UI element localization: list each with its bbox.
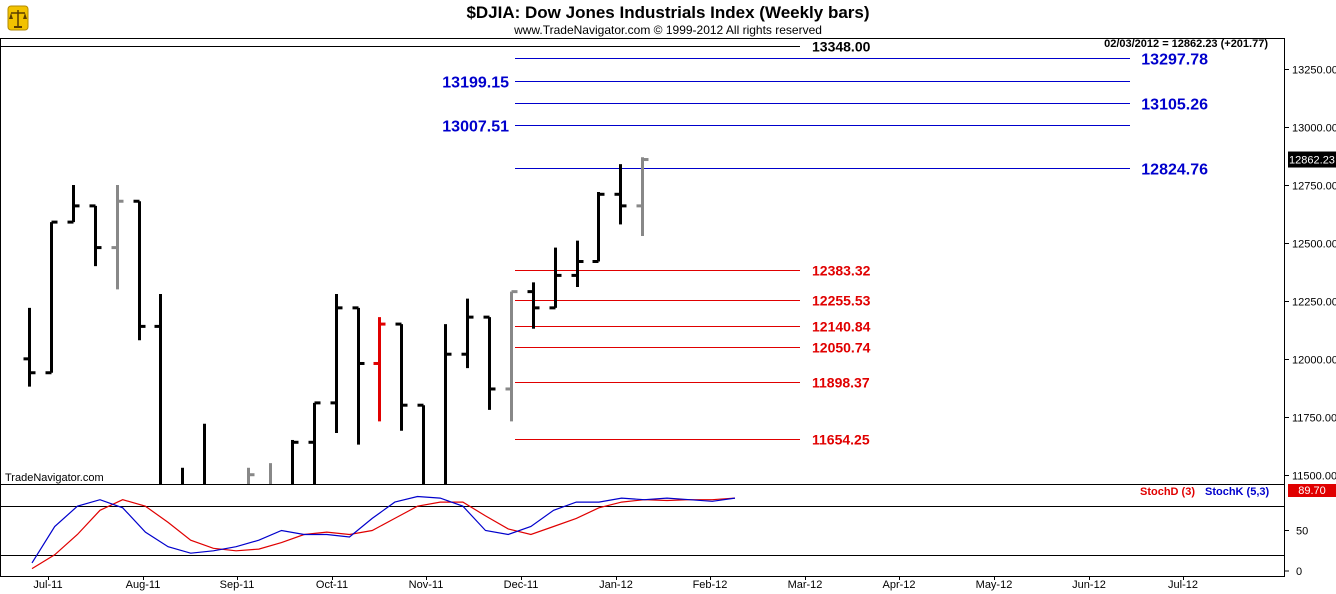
ohlc-bar (483, 315, 496, 410)
ohlc-bar (614, 164, 627, 225)
x-tick-label: Jul-11 (33, 579, 62, 591)
ohlc-bar (571, 240, 584, 287)
x-tick-label: Jan-12 (599, 579, 633, 591)
level-label: 13199.15 (442, 75, 509, 92)
ohlc-bar (291, 439, 299, 484)
x-tick-label: May-12 (976, 579, 1013, 591)
stoch-series-line (31, 495, 736, 564)
x-tick-label: Nov-11 (409, 579, 444, 591)
level-label: 13297.78 (1141, 52, 1208, 69)
ohlc-bar (417, 403, 425, 484)
current-price-label: 12862.23 (1289, 155, 1335, 167)
level-label: 12383.32 (812, 263, 871, 279)
ohlc-bar (111, 185, 124, 290)
x-tick-label: Feb-12 (693, 579, 728, 591)
ohlc-bar (444, 324, 452, 484)
ohlc-bar (133, 199, 146, 341)
ohlc-bar (505, 290, 518, 422)
stoch-tick-label: 0 (1296, 566, 1302, 578)
y-tick-label: 13250.00 (1292, 65, 1336, 77)
stoch-value-label: 89.70 (1298, 485, 1326, 497)
watermark: TradeNavigator.com (5, 472, 104, 484)
level-label: 12140.84 (812, 319, 871, 335)
ohlc-bar (330, 293, 343, 434)
level-label: 11654.25 (812, 432, 870, 448)
chart-subtitle: www.TradeNavigator.com © 1999-2012 All r… (513, 23, 822, 37)
level-label: 11898.37 (812, 375, 870, 391)
x-tick-label: Oct-11 (316, 579, 348, 591)
logo (7, 5, 29, 31)
ohlc-bar (373, 317, 386, 422)
ohlc-bar (154, 293, 162, 484)
level-label: 13007.51 (442, 119, 509, 136)
ohlc-bar (352, 306, 365, 445)
ohlc-bar (67, 185, 80, 224)
ohlc-bar (23, 307, 36, 387)
level-label: 12050.74 (812, 340, 871, 356)
y-tick-label: 12250.00 (1292, 297, 1336, 309)
stoch-value-flag: 89.70 (1288, 484, 1336, 497)
ohlc-bar (636, 157, 649, 237)
ohlc-bar (247, 467, 255, 484)
level-label: 12824.76 (1141, 162, 1208, 179)
ohlc-bar (308, 401, 321, 484)
current-price-flag: 12862.23 (1288, 151, 1336, 168)
y-tick-label: 12500.00 (1292, 239, 1336, 251)
stochastic-panel: 0 50 (1, 495, 1308, 578)
x-tick-label: Sep-11 (220, 579, 255, 591)
price-y-axis: 11500.00 11750.00 12000.00 12250.00 12500.00… (1284, 65, 1336, 483)
chart-title: $DJIA: Dow Jones Industrials Index (Week… (466, 3, 869, 22)
x-tick-label: Jul-12 (1168, 579, 1198, 591)
y-tick-label: 11500.00 (1292, 471, 1336, 483)
price-panel-frame (0, 38, 1285, 485)
x-tick-label: Jun-12 (1072, 579, 1106, 591)
stoch-series-line (31, 497, 736, 570)
stochk-legend: StochK (5,3) (1205, 486, 1270, 498)
stoch-tick-label: 50 (1296, 526, 1308, 538)
level-label: 13105.26 (1141, 97, 1208, 114)
stoch-panel-frame (0, 484, 1285, 577)
y-tick-label: 12000.00 (1292, 355, 1336, 367)
ohlc-bar (592, 191, 605, 263)
x-tick-label: Apr-12 (882, 579, 915, 591)
price-bars (23, 157, 649, 484)
time-x-axis: Jul-11 Aug-11 Sep-11 Oct-11 Nov-11 Dec-11 Jan-… (33, 576, 1198, 591)
level-label: 13348.00 (812, 39, 871, 55)
x-tick-label: Dec-11 (504, 579, 539, 591)
y-tick-label: 12750.00 (1292, 181, 1336, 193)
stochd-legend: StochD (3) (1140, 486, 1195, 498)
scales-icon (7, 5, 29, 31)
y-tick-label: 13000.00 (1292, 123, 1336, 135)
ohlc-bar (527, 282, 540, 329)
x-tick-label: Aug-11 (126, 579, 161, 591)
level-lines: 13348.00 13297.78 13199.15 13105.26 13007.51… (1, 39, 1208, 448)
ohlc-bar (45, 220, 58, 375)
x-tick-label: Mar-12 (788, 579, 823, 591)
ohlc-bar (89, 204, 102, 267)
ohlc-bar (549, 247, 562, 310)
last-quote-label: 02/03/2012 = 12862.23 (+201.77) (1104, 38, 1268, 50)
level-label: 12255.53 (812, 293, 871, 309)
y-tick-label: 11750.00 (1292, 413, 1336, 425)
ohlc-bar (395, 322, 408, 431)
ohlc-bar (461, 298, 474, 369)
